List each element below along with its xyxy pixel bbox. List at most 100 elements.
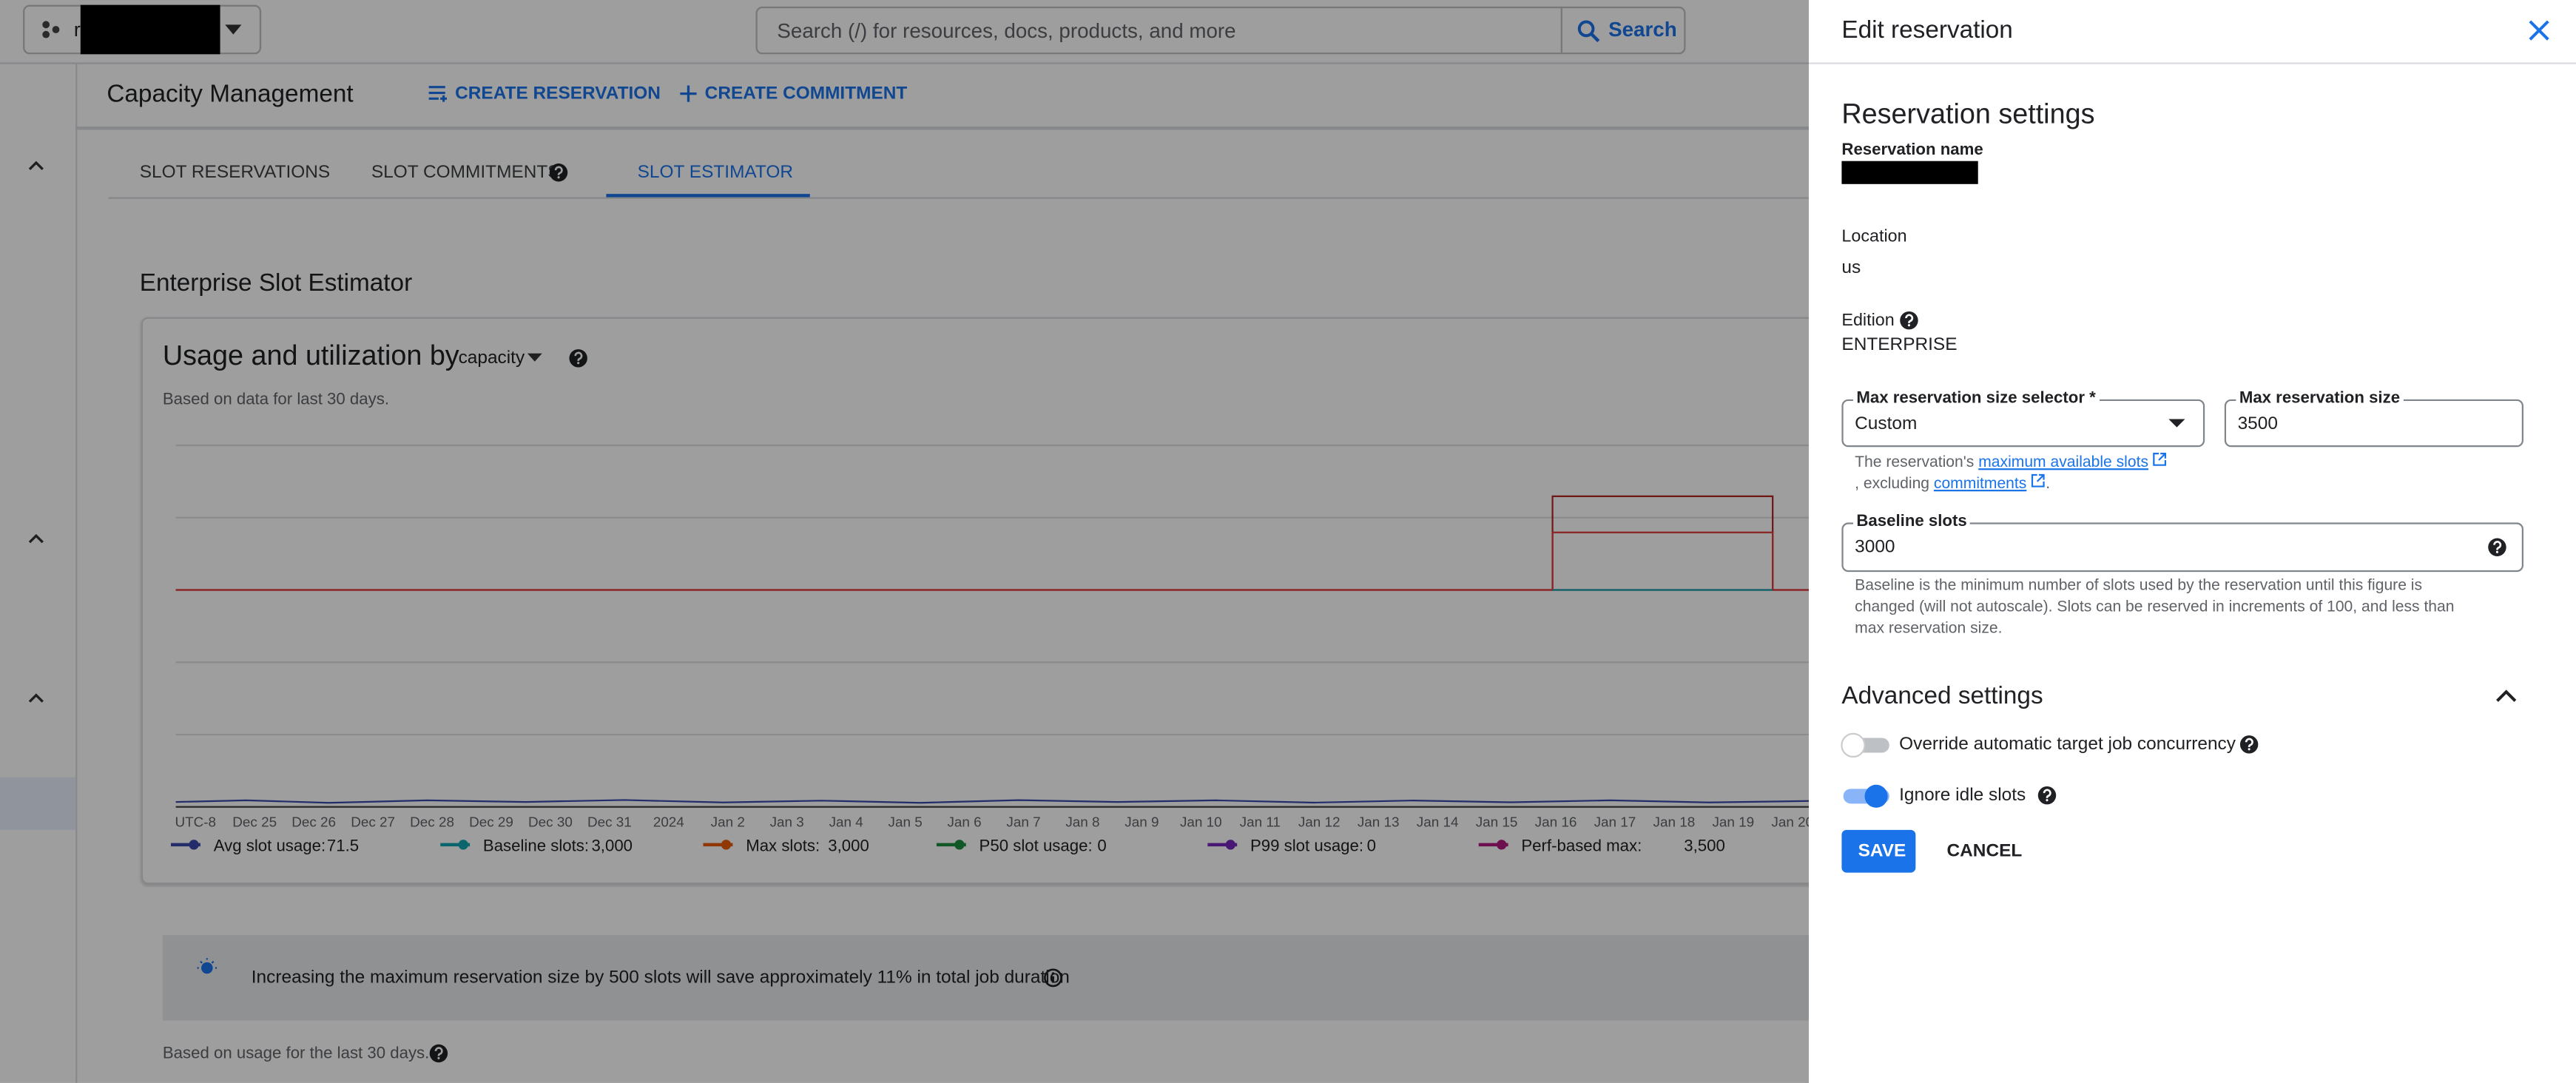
footnote: Based on usage for the last 30 days. [162,1045,430,1064]
panel-divider [1808,62,2576,64]
page-title: Capacity Management [107,80,354,109]
chevron[interactable] [28,692,44,705]
tab-active[interactable]: SLOT ESTIMATOR [637,162,794,183]
x-tick-label: Dec 25 [232,813,277,830]
cancel-button[interactable]: CANCEL [1946,841,2023,862]
save-button[interactable]: SAVE [1841,829,1916,873]
x-tick-label: Jan 16 [1534,813,1577,830]
legend-value: 0 [1366,837,1376,857]
chevron[interactable] [28,159,44,172]
action[interactable]: CREATE RESERVATION [455,84,661,104]
baseline-input[interactable]: Baseline slots 3000 [1841,513,2523,573]
help-icon[interactable] [2239,735,2259,755]
info-icon[interactable] [1043,968,1063,988]
x-tick-label: Jan 17 [1594,813,1636,830]
link[interactable]: maximum available slots [1978,453,2149,472]
search-icon [1577,20,1600,43]
x-tick-label: Dec 28 [410,813,454,830]
x-tick-label: Dec 27 [351,813,396,830]
collapse-chevron[interactable] [2495,689,2517,704]
tab[interactable]: SLOT RESERVATIONS [139,162,331,183]
tab-line [108,197,1809,199]
toggle-off[interactable] [1840,732,1892,758]
legend-swatch [440,840,471,850]
toggle-label: Override automatic target job concurrenc… [1899,735,2236,755]
x-tick-label: Jan 11 [1239,813,1281,830]
x-tick-label: Jan 13 [1357,813,1400,830]
legend-value: 3,000 [828,837,869,857]
scrim[interactable] [0,0,1809,1083]
link[interactable]: commitments [1933,475,2027,493]
helper-text: The reservation's maximum available slot… [1855,452,2199,495]
x-tick-label: Jan 12 [1298,813,1341,830]
x-tick-label: Jan 7 [1006,813,1041,830]
edit-panel: Edit reservation Reservation settings Re… [1808,0,2576,1083]
help-icon[interactable] [2037,786,2057,806]
x-tick-label: Jan 4 [829,813,863,830]
search-box[interactable]: Search (/) for resources, docs, products… [755,6,1686,55]
legend-name: P50 slot usage: [979,837,1093,857]
field-value: ENTERPRISE [1841,335,1958,355]
create-icon [428,86,448,102]
x-tick-label: Jan 20 [1771,813,1814,830]
x-tick-label: Jan 2 [710,813,745,830]
legend-name: Avg slot usage: [213,837,326,857]
helper: The reservation's [1855,453,1975,472]
legend-swatch [936,840,966,850]
x-tick-label: Dec 30 [528,813,573,830]
tab[interactable]: SLOT COMMITMENTS [371,162,560,183]
sidebar [0,62,78,1083]
search-label: Search [1608,18,1677,41]
x-tick-label: Jan 15 [1475,813,1518,830]
project-selector[interactable]: r [23,4,262,55]
divider [75,126,1809,130]
field-label: Max reservation size selector * [1852,391,2100,408]
advanced-title: Advanced settings [1841,681,2043,710]
button-label: SAVE [1858,841,1906,862]
field-label: Baseline slots [1852,513,1971,531]
x-tick-label: Jan 14 [1416,813,1459,830]
tab-indicator [606,194,810,198]
legend-swatch [703,840,733,850]
close-button[interactable] [2529,20,2550,41]
chevron[interactable] [28,533,44,546]
field-value: 3000 [1855,537,1895,558]
project-icon [42,21,60,38]
field-value: Custom [1855,414,1918,434]
dropdown-arrow [225,24,242,35]
x-tick-label: Jan 18 [1653,813,1696,830]
helper: , excluding [1855,475,1930,493]
search-button[interactable]: Search [1560,8,1686,53]
redaction [80,4,220,55]
panel-header: Edit reservation [1841,16,2013,44]
sidebar-active [0,777,76,830]
legend-value: 71.5 [326,837,360,857]
search-placeholder: Search (/) for resources, docs, products… [777,19,1236,43]
x-tick-label: Jan 19 [1712,813,1755,830]
grid [175,444,1809,736]
legend-value: 3,000 [591,837,633,857]
usage-chart [175,444,1809,808]
x-tick-label: Jan 3 [769,813,804,830]
size-selector[interactable]: Max reservation size selector * Custom [1841,391,2205,448]
help-icon[interactable] [1899,311,1919,331]
max-line [1551,531,1774,590]
plus-icon [680,85,697,102]
field-label: Reservation name [1841,141,1983,160]
avg-usage-line [175,799,1809,804]
x-tick-label: Dec 31 [587,813,632,830]
dropdown[interactable]: capacity [458,348,525,368]
field-value: us [1841,257,1861,278]
max-size-input[interactable]: Max reservation size 3500 [2224,391,2523,448]
project-name: r [73,18,81,41]
x-tick-label: Jan 5 [888,813,923,830]
legend-swatch [1207,840,1238,850]
toggle-on[interactable] [1840,782,1892,809]
external-icon [2153,453,2167,466]
x-tick-label: Jan 10 [1179,813,1222,830]
x-tick-label: Jan 8 [1065,813,1100,830]
action[interactable]: CREATE COMMITMENT [704,84,908,104]
help-icon[interactable] [2487,537,2507,557]
